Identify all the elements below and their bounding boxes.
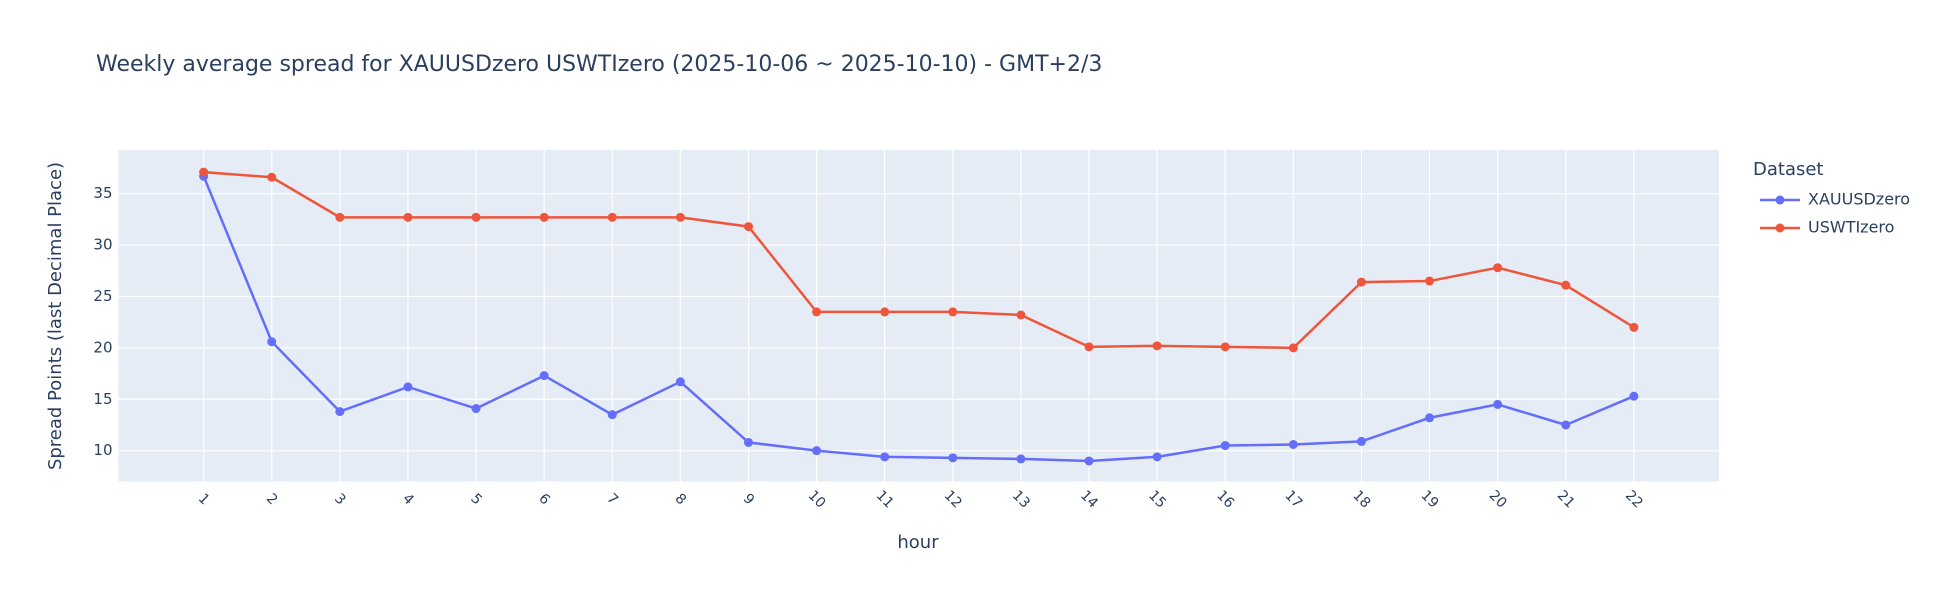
- y-tick-label: 30: [93, 236, 112, 254]
- y-tick-label: 25: [93, 287, 112, 305]
- x-tick-label: 5: [467, 491, 485, 509]
- data-point: [1288, 439, 1298, 449]
- y-tick-label: 15: [93, 390, 112, 408]
- data-point: [743, 222, 753, 232]
- x-tick-label: 17: [1281, 488, 1305, 512]
- data-point: [607, 212, 617, 222]
- data-point: [1152, 341, 1162, 351]
- data-point: [880, 452, 890, 462]
- x-tick-label: 11: [873, 488, 897, 512]
- x-tick-label: 12: [941, 488, 965, 512]
- data-point: [335, 212, 345, 222]
- data-point: [335, 407, 345, 417]
- x-tick-label: 18: [1349, 488, 1373, 512]
- x-tick-label: 2: [263, 491, 281, 509]
- chart-title: Weekly average spread for XAUUSDzero USW…: [96, 52, 1102, 77]
- legend-label: XAUUSDzero: [1808, 190, 1910, 209]
- data-point: [199, 167, 209, 177]
- data-point: [1561, 420, 1571, 430]
- data-point: [1356, 277, 1366, 287]
- data-point: [1629, 391, 1639, 401]
- data-point: [403, 212, 413, 222]
- data-point: [743, 437, 753, 447]
- data-point: [1016, 310, 1026, 320]
- x-tick-label: 22: [1622, 488, 1646, 512]
- plot-background: [118, 150, 1719, 482]
- data-point: [1288, 343, 1298, 353]
- legend-title: Dataset: [1753, 159, 1824, 180]
- y-tick-label: 35: [93, 184, 112, 202]
- x-tick-label: 20: [1486, 488, 1510, 512]
- data-point: [812, 446, 822, 456]
- data-point: [1220, 441, 1230, 451]
- x-tick-label: 1: [195, 491, 213, 509]
- data-point: [607, 410, 617, 420]
- x-tick-label: 3: [331, 491, 349, 509]
- data-point: [539, 212, 549, 222]
- data-point: [1220, 342, 1230, 352]
- y-tick-label: 10: [93, 441, 112, 459]
- data-point: [880, 307, 890, 317]
- x-axis-title: hour: [897, 532, 939, 553]
- data-point: [1084, 456, 1094, 466]
- x-tick-label: 15: [1145, 488, 1169, 512]
- x-tick-label: 10: [805, 488, 829, 512]
- x-tick-label: 8: [672, 491, 690, 509]
- data-point: [1152, 452, 1162, 462]
- data-point: [1629, 322, 1639, 332]
- data-point: [1493, 399, 1503, 409]
- data-point: [675, 377, 685, 387]
- data-point: [1016, 454, 1026, 464]
- data-point: [471, 404, 481, 414]
- data-point: [539, 371, 549, 381]
- x-tick-label: 6: [535, 491, 553, 509]
- data-point: [675, 212, 685, 222]
- series-line: [202, 175, 1635, 463]
- legend-marker: [1775, 223, 1785, 233]
- x-tick-label: 13: [1009, 488, 1033, 512]
- legend-marker: [1775, 195, 1785, 205]
- x-tick-label: 9: [740, 491, 758, 509]
- data-point: [1425, 413, 1435, 423]
- x-tick-label: 16: [1213, 488, 1237, 512]
- series-line: [203, 170, 1635, 350]
- data-point: [948, 453, 958, 463]
- x-tick-label: 4: [399, 491, 417, 509]
- data-point: [1493, 263, 1503, 273]
- data-point: [812, 307, 822, 317]
- y-axis-title: Spread Points (last Decimal Place): [45, 162, 66, 470]
- x-tick-label: 7: [603, 491, 621, 509]
- x-tick-label: 14: [1077, 488, 1101, 512]
- data-point: [267, 337, 277, 347]
- data-point: [403, 382, 413, 392]
- legend-label: USWTIzero: [1808, 218, 1894, 237]
- x-tick-label: 19: [1418, 488, 1442, 512]
- data-point: [1425, 276, 1435, 286]
- data-point: [948, 307, 958, 317]
- data-point: [1084, 342, 1094, 352]
- y-tick-label: 20: [93, 338, 112, 356]
- data-point: [267, 172, 277, 182]
- data-point: [1356, 436, 1366, 446]
- data-point: [471, 212, 481, 222]
- x-tick-label: 21: [1554, 488, 1578, 512]
- data-point: [1561, 280, 1571, 290]
